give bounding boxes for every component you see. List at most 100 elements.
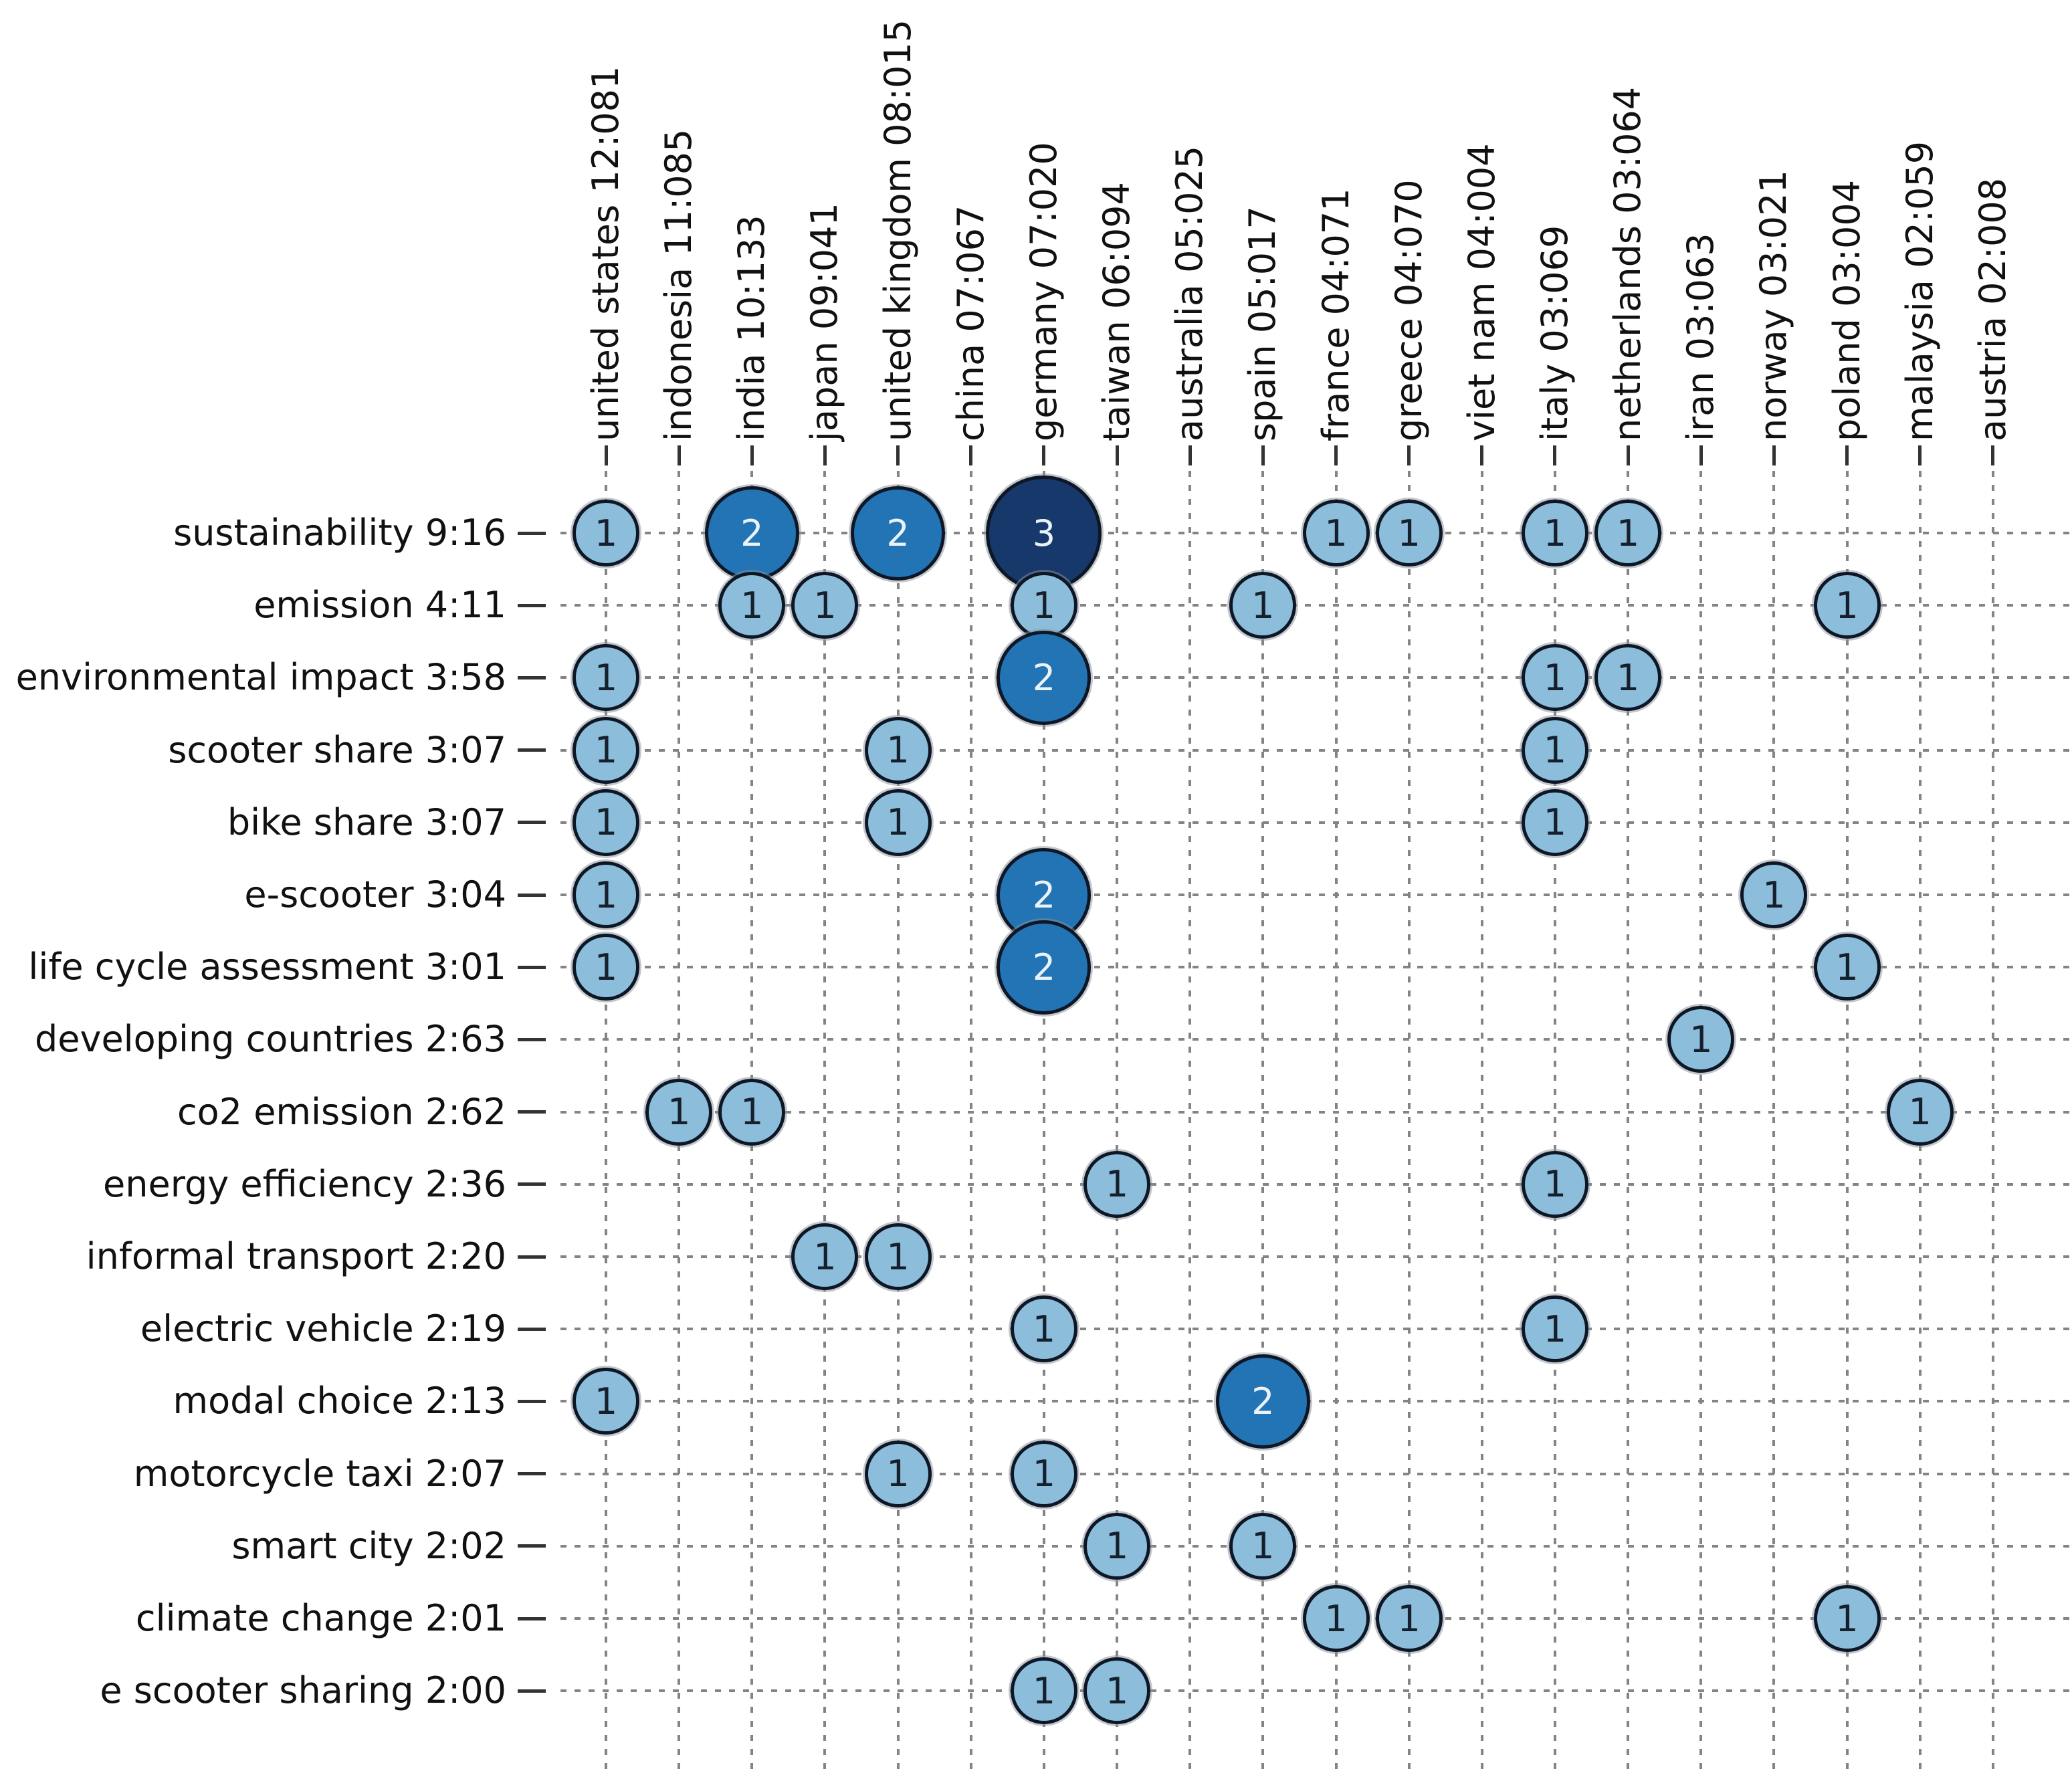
bubble: 1	[1813, 934, 1881, 1001]
column-gridline	[1699, 471, 1703, 1771]
row-label: motorcycle taxi 2:07	[133, 1452, 506, 1495]
row-gridline	[560, 748, 2072, 752]
row-label: developing countries 2:63	[34, 1018, 506, 1061]
column-label: united kingdom 08:015	[876, 19, 919, 441]
bubble: 1	[1740, 861, 1808, 928]
bubble: 1	[1083, 1657, 1151, 1725]
row-label: bike share 3:07	[227, 801, 506, 843]
row-gridline	[560, 1472, 2072, 1475]
column-label: italy 03:069	[1533, 225, 1576, 441]
row-tick	[518, 1182, 546, 1186]
bubble: 1	[1302, 1585, 1370, 1652]
bubble: 1	[573, 934, 639, 1001]
column-tick	[750, 445, 754, 465]
row-gridline	[560, 1255, 2072, 1258]
bubble: 1	[1521, 716, 1588, 784]
column-label: india 10:133	[730, 215, 773, 441]
column-label: japan 09:041	[803, 203, 846, 441]
row-label: life cycle assessment 3:01	[28, 946, 506, 988]
row-label: energy efficiency 2:36	[103, 1162, 506, 1205]
bubble: 1	[1521, 644, 1588, 712]
bubble: 1	[645, 1078, 713, 1146]
bubble: 1	[1229, 572, 1297, 639]
bubble: 2	[997, 920, 1092, 1015]
bubble: 1	[718, 572, 786, 639]
column-gridline	[1991, 471, 1994, 1771]
bubble: 1	[864, 1440, 932, 1507]
column-gridline	[1845, 471, 1849, 1771]
bubble: 1	[864, 716, 932, 784]
row-tick	[518, 1399, 546, 1403]
column-tick	[1042, 445, 1046, 465]
row-tick	[518, 1327, 546, 1331]
column-tick	[1699, 445, 1703, 465]
bubble: 2	[704, 486, 799, 581]
row-tick	[518, 1544, 546, 1548]
row-gridline	[560, 604, 2072, 607]
row-label: smart city 2:02	[231, 1524, 506, 1567]
column-tick	[1188, 445, 1192, 465]
bubble: 1	[1886, 1078, 1954, 1146]
column-tick	[823, 445, 827, 465]
column-tick	[1553, 445, 1557, 465]
row-label: modal choice 2:13	[173, 1380, 506, 1423]
column-tick	[1334, 445, 1338, 465]
column-label: iran 03:063	[1679, 233, 1722, 441]
bubble: 1	[791, 572, 859, 639]
row-tick	[518, 1472, 546, 1476]
row-tick	[518, 603, 546, 607]
row-tick	[518, 1616, 546, 1620]
row-gridline	[560, 1038, 2072, 1041]
column-gridline	[1188, 471, 1192, 1771]
column-tick	[1845, 445, 1849, 465]
bubble: 1	[864, 1223, 932, 1290]
row-tick	[518, 1110, 546, 1114]
row-gridline	[560, 1328, 2072, 1331]
bubble: 1	[1010, 572, 1077, 639]
bubble: 1	[1302, 500, 1370, 566]
column-label: poland 03:004	[1825, 179, 1868, 441]
bubble: 1	[1594, 500, 1662, 566]
bubble: 1	[573, 789, 639, 856]
column-tick	[677, 445, 681, 465]
column-gridline	[1042, 471, 1045, 1771]
row-gridline	[560, 1110, 2072, 1114]
bubble: 1	[1010, 1657, 1077, 1725]
row-label: e scooter sharing 2:00	[100, 1669, 506, 1712]
bubble: 1	[573, 716, 639, 784]
column-gridline	[1772, 471, 1776, 1771]
row-label: informal transport 2:20	[86, 1235, 506, 1277]
row-tick	[518, 748, 546, 752]
column-gridline	[605, 471, 607, 1771]
column-gridline	[1334, 471, 1338, 1771]
row-label: environmental impact 3:58	[15, 656, 506, 699]
bubble: 1	[1229, 1512, 1297, 1580]
column-label: malaysia 02:059	[1898, 140, 1941, 441]
bubble: 1	[864, 789, 932, 856]
column-tick	[1480, 445, 1484, 465]
bubble: 1	[1521, 789, 1588, 856]
row-label: scooter share 3:07	[168, 728, 506, 771]
column-label: spain 05:017	[1241, 206, 1284, 441]
row-tick	[518, 1037, 546, 1041]
row-label: e-scooter 3:04	[244, 873, 506, 916]
bubble: 1	[1083, 1150, 1151, 1218]
row-gridline	[560, 1689, 2072, 1693]
row-gridline	[560, 966, 2072, 969]
column-label: netherlands 03:064	[1607, 86, 1649, 441]
column-tick	[1407, 445, 1411, 465]
row-label: electric vehicle 2:19	[140, 1307, 506, 1350]
row-label: emission 4:11	[253, 584, 506, 627]
row-tick	[518, 531, 546, 535]
column-gridline	[1627, 471, 1630, 1771]
bubble: 1	[1375, 500, 1443, 566]
column-tick	[1261, 445, 1265, 465]
row-gridline	[560, 676, 2072, 679]
bubble: 2	[851, 486, 946, 581]
column-gridline	[823, 471, 827, 1771]
bubble: 1	[718, 1078, 786, 1146]
column-gridline	[1261, 471, 1265, 1771]
row-tick	[518, 1689, 546, 1693]
row-tick	[518, 821, 546, 825]
bubble: 1	[1010, 1440, 1077, 1507]
